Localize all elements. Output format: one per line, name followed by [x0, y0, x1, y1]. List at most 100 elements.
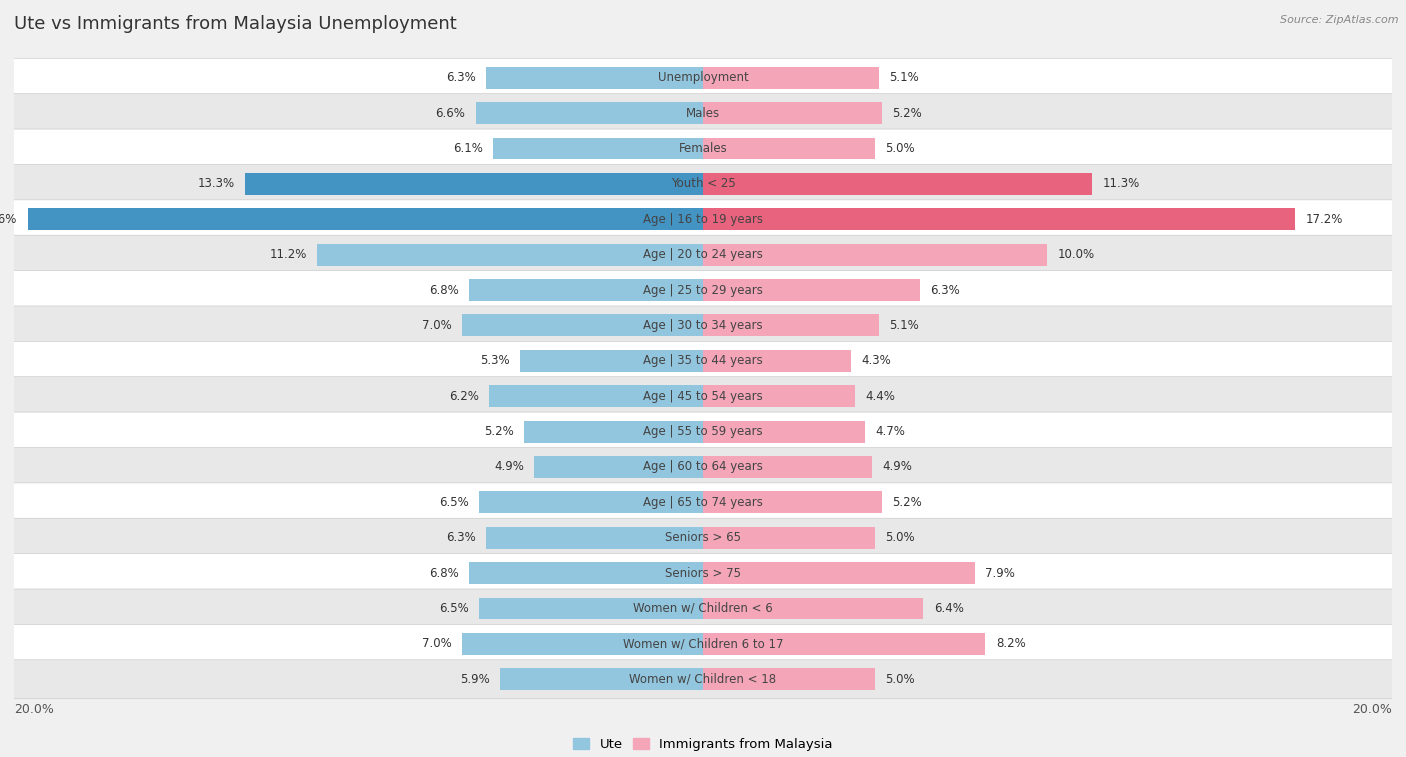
Text: 5.2%: 5.2% [484, 425, 513, 438]
Text: 6.3%: 6.3% [446, 71, 475, 84]
Text: 4.3%: 4.3% [862, 354, 891, 367]
Text: 6.8%: 6.8% [429, 284, 458, 297]
FancyBboxPatch shape [0, 377, 1406, 416]
Text: Source: ZipAtlas.com: Source: ZipAtlas.com [1281, 15, 1399, 25]
Bar [703, 491, 882, 513]
Text: 6.3%: 6.3% [931, 284, 960, 297]
FancyBboxPatch shape [0, 306, 1406, 345]
Text: 17.2%: 17.2% [1306, 213, 1343, 226]
Bar [703, 421, 865, 443]
FancyBboxPatch shape [0, 553, 1406, 593]
FancyBboxPatch shape [0, 94, 1406, 132]
Bar [703, 350, 851, 372]
Bar [703, 633, 986, 655]
Bar [479, 597, 703, 619]
Bar [28, 208, 703, 230]
Text: 19.6%: 19.6% [0, 213, 17, 226]
Text: 13.3%: 13.3% [197, 177, 235, 191]
Text: Unemployment: Unemployment [658, 71, 748, 84]
Bar [520, 350, 703, 372]
Text: Women w/ Children < 18: Women w/ Children < 18 [630, 673, 776, 686]
Text: 11.2%: 11.2% [270, 248, 307, 261]
Bar [524, 421, 703, 443]
Text: 5.2%: 5.2% [893, 496, 922, 509]
Text: 6.1%: 6.1% [453, 142, 482, 155]
Bar [703, 208, 1295, 230]
Text: Seniors > 75: Seniors > 75 [665, 566, 741, 580]
Text: 6.3%: 6.3% [446, 531, 475, 544]
FancyBboxPatch shape [0, 200, 1406, 238]
Text: Age | 55 to 59 years: Age | 55 to 59 years [643, 425, 763, 438]
Text: 4.4%: 4.4% [865, 390, 894, 403]
Bar [703, 562, 976, 584]
FancyBboxPatch shape [0, 412, 1406, 451]
Text: 20.0%: 20.0% [1353, 703, 1392, 716]
Text: 6.8%: 6.8% [429, 566, 458, 580]
Text: 10.0%: 10.0% [1057, 248, 1095, 261]
Text: 6.5%: 6.5% [439, 496, 468, 509]
Bar [703, 173, 1092, 195]
FancyBboxPatch shape [0, 58, 1406, 97]
Text: 4.9%: 4.9% [494, 460, 524, 473]
Bar [318, 244, 703, 266]
Bar [494, 138, 703, 160]
Bar [703, 67, 879, 89]
Bar [245, 173, 703, 195]
Text: 7.0%: 7.0% [422, 319, 451, 332]
FancyBboxPatch shape [0, 164, 1406, 204]
Bar [534, 456, 703, 478]
Text: 6.6%: 6.6% [436, 107, 465, 120]
Text: Age | 20 to 24 years: Age | 20 to 24 years [643, 248, 763, 261]
Text: Women w/ Children < 6: Women w/ Children < 6 [633, 602, 773, 615]
Text: 5.9%: 5.9% [460, 673, 489, 686]
Text: Males: Males [686, 107, 720, 120]
Bar [703, 385, 855, 407]
Text: Seniors > 65: Seniors > 65 [665, 531, 741, 544]
Bar [479, 491, 703, 513]
Bar [703, 314, 879, 336]
FancyBboxPatch shape [0, 129, 1406, 168]
FancyBboxPatch shape [0, 589, 1406, 628]
Text: 20.0%: 20.0% [14, 703, 53, 716]
Text: 5.0%: 5.0% [886, 142, 915, 155]
Text: Age | 30 to 34 years: Age | 30 to 34 years [643, 319, 763, 332]
Text: 11.3%: 11.3% [1102, 177, 1140, 191]
Text: 6.4%: 6.4% [934, 602, 963, 615]
Text: 5.1%: 5.1% [889, 319, 918, 332]
Text: Age | 60 to 64 years: Age | 60 to 64 years [643, 460, 763, 473]
Text: 5.3%: 5.3% [481, 354, 510, 367]
FancyBboxPatch shape [0, 625, 1406, 663]
Text: 5.0%: 5.0% [886, 673, 915, 686]
FancyBboxPatch shape [0, 660, 1406, 699]
FancyBboxPatch shape [0, 519, 1406, 557]
Bar [489, 385, 703, 407]
Bar [461, 633, 703, 655]
FancyBboxPatch shape [0, 447, 1406, 487]
Text: 5.2%: 5.2% [893, 107, 922, 120]
Bar [703, 279, 920, 301]
FancyBboxPatch shape [0, 270, 1406, 310]
Bar [461, 314, 703, 336]
Bar [703, 456, 872, 478]
Text: Ute vs Immigrants from Malaysia Unemployment: Ute vs Immigrants from Malaysia Unemploy… [14, 15, 457, 33]
Legend: Ute, Immigrants from Malaysia: Ute, Immigrants from Malaysia [568, 733, 838, 756]
FancyBboxPatch shape [0, 341, 1406, 380]
Text: Youth < 25: Youth < 25 [671, 177, 735, 191]
Text: Age | 35 to 44 years: Age | 35 to 44 years [643, 354, 763, 367]
Bar [468, 562, 703, 584]
Bar [475, 102, 703, 124]
FancyBboxPatch shape [0, 235, 1406, 274]
Text: Age | 25 to 29 years: Age | 25 to 29 years [643, 284, 763, 297]
Text: Age | 16 to 19 years: Age | 16 to 19 years [643, 213, 763, 226]
Bar [468, 279, 703, 301]
Bar [703, 668, 875, 690]
Bar [703, 102, 882, 124]
Text: 4.7%: 4.7% [875, 425, 905, 438]
Text: 8.2%: 8.2% [995, 637, 1025, 650]
Text: 5.0%: 5.0% [886, 531, 915, 544]
Text: 4.9%: 4.9% [882, 460, 912, 473]
Text: 5.1%: 5.1% [889, 71, 918, 84]
Bar [703, 244, 1047, 266]
Bar [486, 527, 703, 549]
Text: 7.9%: 7.9% [986, 566, 1015, 580]
